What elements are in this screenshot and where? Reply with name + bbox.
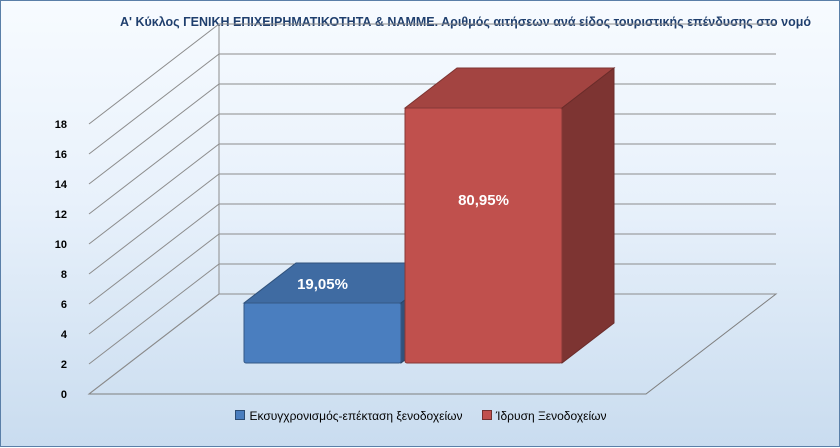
gridline-side [88, 203, 220, 305]
bar-front [404, 107, 563, 364]
gridline-side [88, 173, 220, 275]
legend-swatch-2 [481, 410, 492, 420]
gridline-side [88, 113, 220, 215]
gridline-side [88, 83, 220, 185]
y-tick-label: 12 [55, 209, 67, 221]
y-tick-label: 2 [61, 359, 67, 371]
gridline-side [88, 23, 220, 125]
y-tick-label: 16 [55, 149, 67, 161]
y-tick-label: 0 [61, 389, 67, 401]
y-tick-label: 10 [55, 239, 67, 251]
y-tick-label: 4 [61, 329, 68, 341]
gridline-side [88, 293, 220, 395]
bar-2: 80,95% [403, 66, 616, 365]
chart-title: Α' Κύκλος ΓΕΝΙΚΗ ΕΠΙΧΕΙΡΗΜΑΤΙΚΟΤΗΤΑ & ΝΑ… [119, 15, 811, 29]
legend-item-series-2: Ίδρυση Ξενοδοχείων [481, 409, 607, 423]
y-tick-label: 18 [55, 119, 67, 131]
y-tick-label: 6 [61, 299, 67, 311]
chart-legend: Εκσυγχρονισμός-επέκταση ξενοδοχείων Ίδρυ… [1, 409, 840, 423]
data-label-1: 19,05% [297, 276, 348, 293]
data-label-2: 80,95% [458, 192, 509, 209]
legend-swatch-1 [235, 410, 246, 420]
y-tick-label: 14 [55, 179, 68, 191]
y-tick-label: 8 [61, 269, 67, 281]
legend-label-1: Εκσυγχρονισμός-επέκταση ξενοδοχείων [249, 409, 463, 423]
legend-item-series-1: Εκσυγχρονισμός-επέκταση ξενοδοχείων [235, 409, 463, 423]
legend-label-2: Ίδρυση Ξενοδοχείων [495, 409, 607, 423]
bar-side [561, 66, 615, 365]
gridline-side [88, 53, 220, 155]
gridline-side [88, 143, 220, 245]
gridline-side [88, 263, 220, 365]
gridline-side [88, 233, 220, 335]
bar-front [243, 302, 402, 364]
